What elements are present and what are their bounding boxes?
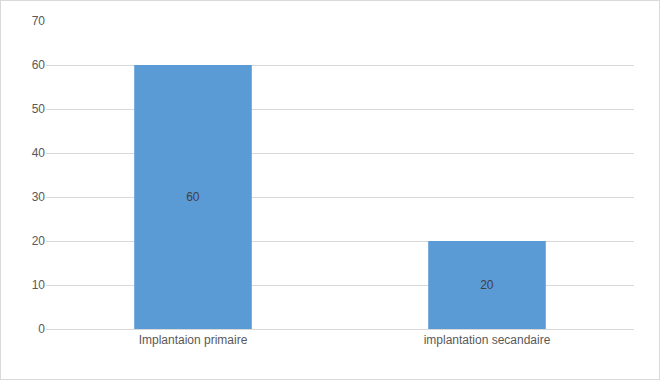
svg-text:20: 20 <box>32 234 46 248</box>
svg-text:30: 30 <box>32 190 46 204</box>
svg-text:40: 40 <box>32 146 46 160</box>
svg-text:50: 50 <box>32 102 46 116</box>
svg-text:70: 70 <box>32 14 46 28</box>
svg-text:0: 0 <box>38 322 45 336</box>
svg-text:Implantaion primaire: Implantaion primaire <box>139 333 248 347</box>
svg-text:60: 60 <box>32 58 46 72</box>
svg-text:60: 60 <box>186 190 200 204</box>
svg-text:implantation secandaire: implantation secandaire <box>424 333 551 347</box>
svg-text:10: 10 <box>32 278 46 292</box>
svg-text:20: 20 <box>480 278 494 292</box>
